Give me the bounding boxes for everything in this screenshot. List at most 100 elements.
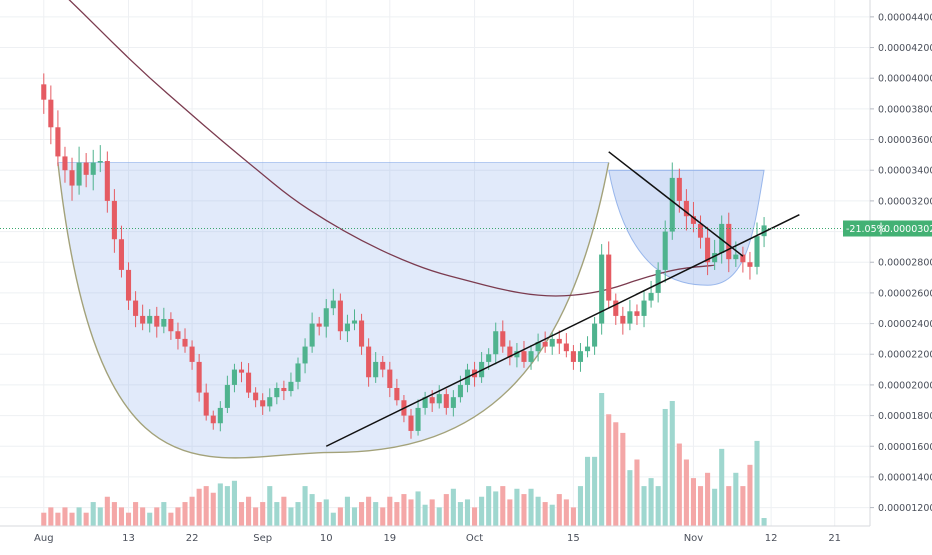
candle-body [133, 300, 139, 316]
candle-body [83, 162, 89, 175]
cup-outline [57, 162, 610, 459]
candle-body [387, 369, 393, 388]
volume-bar [224, 486, 230, 526]
candle-body [140, 315, 146, 324]
candle-body [203, 392, 209, 416]
candle-body [351, 320, 358, 324]
volume-bar [436, 507, 442, 526]
volume-bar [514, 488, 520, 526]
volume-bar [486, 486, 492, 526]
x-tick-label: 21 [828, 533, 841, 544]
volume-bar [549, 504, 555, 526]
candle-body [366, 346, 372, 378]
volume-bar [542, 502, 548, 526]
candle-body [726, 223, 732, 260]
candle-body [380, 361, 386, 370]
volume-bar [344, 496, 350, 526]
y-tick-label: 0.00002400 [878, 319, 932, 330]
volume-bar [182, 502, 188, 526]
volume-bar [281, 496, 287, 526]
volume-bar [429, 499, 435, 526]
volume-bar [288, 507, 294, 526]
volume-bar [641, 486, 647, 526]
candle-body [747, 262, 753, 267]
volume-bar [705, 472, 711, 526]
volume-bar [697, 486, 704, 526]
volume-bar [168, 512, 174, 526]
grid-layer [0, 0, 870, 526]
candle-body [493, 331, 499, 355]
volume-bar [90, 502, 96, 526]
x-tick-label: 15 [567, 533, 580, 544]
volume-bar [577, 486, 584, 526]
volume-bar [620, 432, 626, 526]
candle-body [627, 311, 633, 324]
candle-body [69, 170, 75, 186]
y-tick-label: 0.00004200 [878, 43, 932, 54]
candle-body [705, 237, 711, 263]
candle-body [733, 254, 739, 260]
volume-bar [140, 507, 146, 526]
candle-body [147, 315, 153, 324]
volume-bar [599, 393, 605, 526]
volume-bar [154, 507, 160, 526]
candle-body [620, 315, 626, 324]
candle-body [196, 361, 202, 393]
candle-body [168, 318, 174, 332]
volume-bar [125, 512, 132, 526]
candle-body [422, 397, 428, 408]
candle-body [507, 346, 513, 358]
volume-bar [231, 480, 237, 526]
x-tick-label: Sep [253, 533, 272, 544]
y-tick-label: 0.00003600 [878, 135, 932, 146]
y-tick-label: 0.00001400 [878, 472, 932, 483]
moving-average-line [68, 0, 715, 297]
volume-bar [323, 499, 329, 526]
candle-body [189, 346, 195, 362]
candle-body [104, 161, 110, 201]
y-tick-label: 0.00002600 [878, 288, 932, 299]
candle-body [415, 407, 421, 431]
candle-body [514, 351, 520, 358]
current-price-badge: -21.05%0.00003020 [843, 220, 932, 237]
candle-body [429, 397, 435, 404]
volume-bar [351, 507, 358, 526]
volume-bar [210, 492, 216, 526]
candle-body [457, 384, 463, 398]
volume-bar [450, 488, 456, 526]
volume-bar [238, 502, 245, 526]
volume-bar [246, 496, 252, 526]
volume-bar [76, 507, 82, 526]
volume-bar [408, 499, 414, 526]
volume-bar [359, 502, 365, 526]
volume-bar [592, 456, 598, 526]
candle-body [274, 387, 280, 398]
volume-bar [740, 486, 746, 526]
candle-body [662, 231, 668, 270]
candle-body [486, 354, 492, 362]
volume-bar [422, 504, 428, 526]
candle-body [309, 323, 315, 347]
volume-bar [472, 507, 478, 526]
x-tick-label: 13 [122, 533, 135, 544]
volume-bar [189, 496, 195, 526]
candle-body [655, 269, 661, 293]
volume-bar [443, 494, 449, 526]
volume-bar [726, 486, 732, 526]
candle-body [267, 397, 273, 407]
volume-bar [147, 512, 153, 526]
volume-bar [274, 502, 280, 526]
moving-average-layer [68, 0, 715, 297]
candle-body [253, 392, 259, 401]
volume-bar [662, 408, 668, 526]
candle-body [549, 338, 555, 347]
volume-bar [253, 507, 259, 526]
volume-bar [712, 488, 718, 526]
candle-body [500, 331, 506, 347]
candle-body [577, 351, 584, 362]
candle-body [175, 331, 181, 339]
y-tick-label: 0.00002800 [878, 258, 932, 269]
volume-bar [366, 496, 372, 526]
